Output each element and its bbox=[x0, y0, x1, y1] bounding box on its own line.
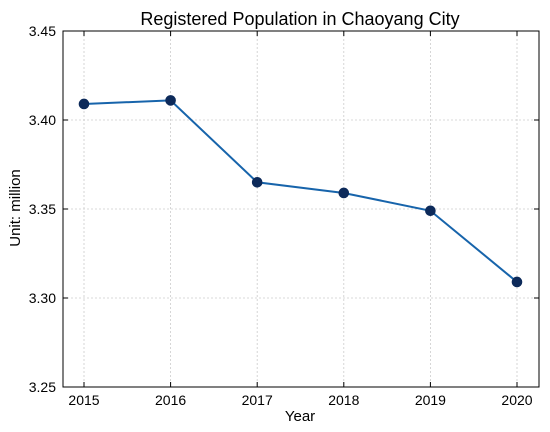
y-tick-label: 3.35 bbox=[29, 201, 56, 217]
x-tick-label: 2017 bbox=[242, 392, 273, 408]
grid bbox=[63, 30, 539, 388]
data-point bbox=[425, 205, 436, 217]
y-tick-label: 3.25 bbox=[29, 379, 56, 395]
data-point bbox=[78, 98, 90, 110]
data-point bbox=[165, 95, 176, 106]
data-point bbox=[338, 187, 350, 199]
chart-title: Registered Population in Chaoyang City bbox=[140, 9, 459, 29]
y-tick-label: 3.45 bbox=[29, 23, 56, 39]
x-axis-label: Year bbox=[285, 408, 315, 425]
y-tick-label: 3.40 bbox=[29, 112, 56, 128]
x-tick-label: 2016 bbox=[155, 392, 186, 408]
x-tick-label: 2019 bbox=[415, 392, 446, 408]
x-tick-label: 2015 bbox=[68, 392, 99, 408]
y-axis-label: Unit: million bbox=[7, 169, 24, 247]
series-line bbox=[83, 99, 518, 283]
series bbox=[78, 95, 523, 288]
data-point bbox=[251, 177, 263, 188]
y-tick-label: 3.30 bbox=[29, 290, 56, 306]
x-tick-label: 2018 bbox=[328, 392, 359, 408]
data-point bbox=[511, 276, 523, 288]
x-tick-label: 2020 bbox=[501, 392, 532, 408]
ticks: 2015 2016 2017 2018 2019 2020 3.25 3.30 3.35 3.40… bbox=[29, 23, 539, 408]
